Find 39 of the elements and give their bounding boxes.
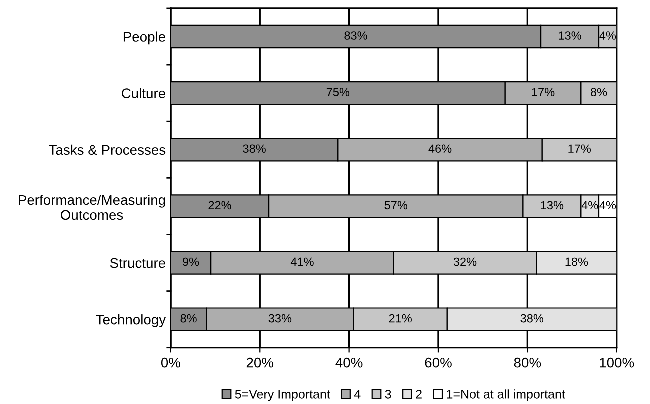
data-label: 4% xyxy=(582,201,598,210)
data-label: 21% xyxy=(389,314,412,323)
data-label: 18% xyxy=(566,258,588,266)
y-tick-label: Structure xyxy=(110,258,166,268)
data-label: 17% xyxy=(568,144,592,154)
x-tick-label: 80% xyxy=(514,358,542,368)
x-tick-label: 0% xyxy=(161,358,180,368)
data-label: 38% xyxy=(520,314,544,323)
legend-label: 4 xyxy=(354,390,361,399)
data-label: 13% xyxy=(559,32,582,40)
y-tick-label: Technology xyxy=(96,314,166,328)
data-label: 8% xyxy=(590,88,608,96)
data-label: 75% xyxy=(326,88,350,96)
data-label: 4% xyxy=(600,32,616,40)
legend-label: 3 xyxy=(385,390,392,399)
x-tick-label: 100% xyxy=(600,358,634,368)
data-label: 22% xyxy=(208,201,232,210)
legend-label: 2 xyxy=(416,390,422,399)
legend-label: 1=Not at all important xyxy=(447,390,566,402)
legend-label: 5=Very Important xyxy=(235,390,330,402)
data-label: 4% xyxy=(600,201,616,210)
data-label: 83% xyxy=(344,32,368,40)
y-tick-label: Culture xyxy=(122,88,166,98)
data-label: 17% xyxy=(532,88,555,96)
y-tick-label: Performance/Measuring Outcomes xyxy=(19,194,166,220)
data-label: 13% xyxy=(541,201,564,210)
data-label: 46% xyxy=(428,144,452,154)
data-label: 41% xyxy=(290,258,314,266)
data-label: 38% xyxy=(243,144,266,154)
data-label: 57% xyxy=(384,201,408,210)
data-label: 32% xyxy=(454,258,477,266)
y-tick-label: Tasks & Processes xyxy=(49,144,166,156)
y-tick-label: People xyxy=(124,32,166,45)
x-tick-label: 20% xyxy=(246,358,274,368)
data-label: 8% xyxy=(180,314,197,323)
x-tick-label: 60% xyxy=(425,358,452,368)
data-label: 33% xyxy=(268,314,292,323)
x-tick-label: 40% xyxy=(336,358,363,368)
data-label: 9% xyxy=(183,258,200,266)
